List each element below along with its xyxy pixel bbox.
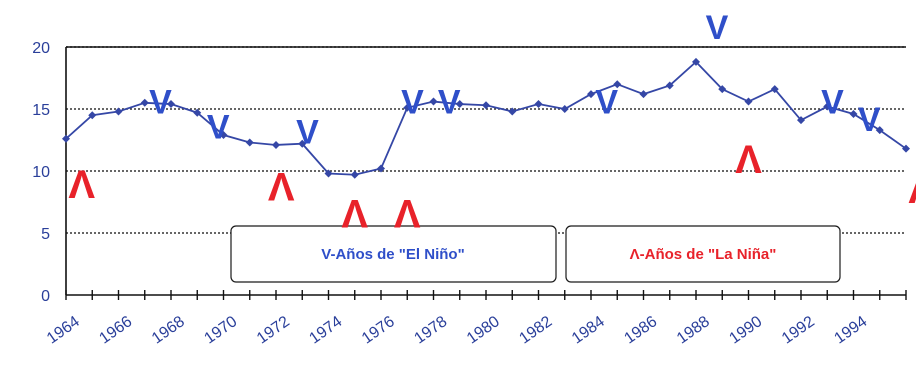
data-point (482, 101, 490, 110)
data-point (770, 85, 779, 94)
data-point (403, 103, 412, 112)
data-series (62, 57, 910, 179)
x-tick-label: 1970 (201, 313, 240, 347)
y-tick-label: 0 (41, 288, 50, 305)
data-point (508, 107, 517, 116)
la-nina-marker: Λ (68, 163, 95, 207)
x-tick-label: 1978 (411, 313, 450, 347)
x-tick-label: 1990 (726, 313, 765, 347)
la-nina-marker: Λ (908, 168, 916, 212)
data-point (455, 100, 464, 109)
y-tick-labels: 0 5 10 15 20 (32, 40, 50, 305)
la-nina-marker: Λ (735, 138, 762, 182)
data-point (560, 105, 569, 113)
x-tick-label: 1988 (674, 313, 713, 347)
data-point (849, 109, 858, 118)
data-point (665, 81, 674, 90)
data-point (613, 80, 622, 89)
y-tick-label: 15 (32, 102, 50, 119)
el-nino-marker: V (706, 9, 729, 47)
data-point (193, 108, 202, 117)
x-tick-label: 1966 (96, 313, 135, 347)
data-point (692, 57, 700, 66)
el-nino-marker: V (296, 113, 319, 151)
x-tick-label: 1984 (569, 313, 608, 347)
x-tick-labels: 1964 1966 1968 1970 1972 1974 1976 1978 1980 1982… (44, 313, 870, 347)
x-tick-label: 1980 (464, 313, 503, 347)
data-point (534, 100, 543, 109)
la-nina-marker: Λ (268, 165, 295, 209)
y-tick-label: 10 (32, 164, 50, 181)
data-point (350, 170, 359, 179)
el-nino-marker: V (821, 84, 844, 122)
data-point (429, 97, 438, 106)
x-tick-label: 1964 (44, 313, 83, 347)
data-point (875, 126, 884, 135)
event-markers: VVVVVVVVVΛΛΛΛΛΛ (68, 9, 916, 236)
el-nino-marker: V (207, 108, 230, 146)
data-point (219, 131, 228, 140)
data-point (902, 144, 910, 153)
data-point (744, 97, 753, 106)
x-tick-label: 1976 (359, 313, 398, 347)
x-tick-label: 1992 (779, 313, 818, 347)
data-point (88, 111, 97, 120)
legend-la-nina-box (565, 225, 841, 283)
grid-lines (66, 46, 906, 234)
x-tick-label: 1982 (516, 313, 555, 347)
x-tick-label: 1968 (149, 313, 188, 347)
x-tick-label: 1974 (306, 313, 345, 347)
axes (65, 46, 907, 300)
data-point (245, 138, 254, 147)
legend-el-nino: V-Años de "El Niño" (230, 225, 557, 283)
x-tick-label: 1994 (831, 313, 870, 347)
legend-el-nino-box (230, 225, 557, 283)
data-point (639, 90, 648, 99)
x-tick-label: 1986 (621, 313, 660, 347)
series-line (65, 60, 907, 176)
data-point (140, 98, 149, 107)
y-tick-label: 5 (41, 226, 50, 243)
legend: V-Años de "El Niño" Λ-Años de "La Niña" (230, 225, 841, 283)
data-point (823, 102, 832, 111)
data-point (167, 100, 175, 109)
data-point (324, 169, 333, 178)
data-point (797, 116, 805, 125)
data-point (272, 140, 280, 149)
x-tick-label: 1972 (254, 313, 293, 347)
data-point (718, 85, 727, 94)
el-nino-marker: V (438, 84, 461, 122)
el-nino-marker: V (595, 84, 618, 122)
data-point (298, 139, 307, 148)
la-nina-marker: Λ (341, 193, 368, 237)
el-nino-marker: V (149, 84, 172, 122)
data-point (114, 107, 123, 116)
data-point (587, 90, 595, 99)
la-nina-marker: Λ (394, 193, 421, 237)
data-point (62, 134, 70, 143)
legend-la-nina: Λ-Años de "La Niña" (565, 225, 841, 283)
el-nino-marker: V (858, 101, 881, 139)
data-point (377, 164, 385, 173)
legend-la-nina-label: Λ-Años de "La Niña" (630, 246, 777, 263)
legend-el-nino-label: V-Años de "El Niño" (321, 246, 464, 263)
el-nino-marker: V (401, 84, 424, 122)
y-tick-label: 20 (32, 40, 50, 57)
